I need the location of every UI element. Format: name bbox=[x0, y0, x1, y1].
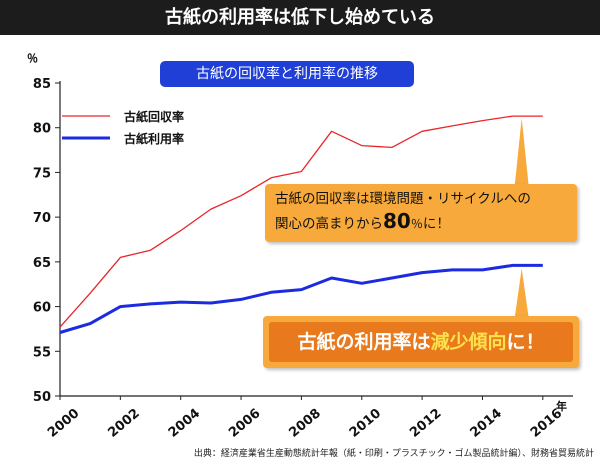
legend-label-usage: 古紙利用率 bbox=[124, 131, 184, 146]
series-line-recovery bbox=[59, 115, 543, 328]
x-tick-label: 2000 bbox=[45, 406, 82, 441]
recovery-callout-line1: 古紙の回収率は環境問題・リサイクルへの bbox=[275, 191, 531, 207]
x-axis-unit: 年 bbox=[556, 399, 567, 413]
x-tick-label: 2004 bbox=[166, 406, 203, 441]
recovery-callout-pre: 関心の高まりから bbox=[275, 216, 383, 232]
series-line-usage bbox=[59, 263, 543, 334]
page-title: 古紙の利用率は低下し始めている bbox=[0, 0, 600, 35]
chart-legend: 古紙回収率 古紙利用率 bbox=[62, 109, 184, 146]
y-tick-label: 50 bbox=[33, 390, 51, 405]
y-tick-label: 85 bbox=[33, 77, 51, 92]
x-tick-label: 2006 bbox=[226, 406, 263, 441]
x-tick-label: 2010 bbox=[347, 406, 384, 441]
y-tick-label: 75 bbox=[33, 166, 51, 181]
usage-callout-highlight: 減少傾向 bbox=[430, 331, 507, 353]
chart-title: 古紙の回収率と利用率の推移 bbox=[160, 61, 414, 87]
recovery-callout-post: に！ bbox=[422, 216, 450, 232]
usage-callout-pointer bbox=[514, 268, 529, 318]
recovery-callout-value: 80 bbox=[383, 209, 411, 233]
legend-label-recovery: 古紙回収率 bbox=[124, 109, 184, 124]
usage-callout-inner: 古紙の利用率は減少傾向に！ bbox=[269, 322, 573, 362]
usage-callout-post: に！ bbox=[506, 331, 545, 353]
y-tick-label: 70 bbox=[33, 211, 51, 226]
chart-series bbox=[59, 115, 543, 334]
usage-callout: 古紙の利用率は減少傾向に！ bbox=[263, 316, 579, 368]
callout-pointers bbox=[514, 118, 529, 318]
recovery-callout-unit: ％ bbox=[410, 217, 423, 231]
y-tick-label: 65 bbox=[33, 256, 51, 271]
x-tick-label: 2014 bbox=[468, 406, 505, 441]
source-note: 出典：経済産業省生産動態統計年報（紙・印刷・プラスチック・ゴム製品統計編）、財務… bbox=[193, 449, 594, 459]
y-tick-label: 60 bbox=[33, 301, 51, 316]
y-tick-label: 80 bbox=[33, 122, 51, 137]
x-tick-label: 2012 bbox=[407, 406, 444, 441]
x-tick-label: 2002 bbox=[105, 406, 142, 441]
chart-axes: 50 55 60 65 70 75 80 85 ％ 2000 2002 2004 2006 2008 201… bbox=[27, 52, 573, 441]
y-tick-label: 55 bbox=[33, 345, 51, 360]
y-axis-unit: ％ bbox=[27, 52, 38, 65]
x-tick-label: 2008 bbox=[286, 406, 323, 441]
recovery-callout-line2: 関心の高まりから80％に！ bbox=[275, 210, 567, 235]
recovery-callout: 古紙の回収率は環境問題・リサイクルへの 関心の高まりから80％に！ bbox=[265, 184, 577, 242]
recovery-callout-pointer bbox=[514, 118, 529, 186]
usage-callout-pre: 古紙の利用率は bbox=[297, 331, 431, 353]
